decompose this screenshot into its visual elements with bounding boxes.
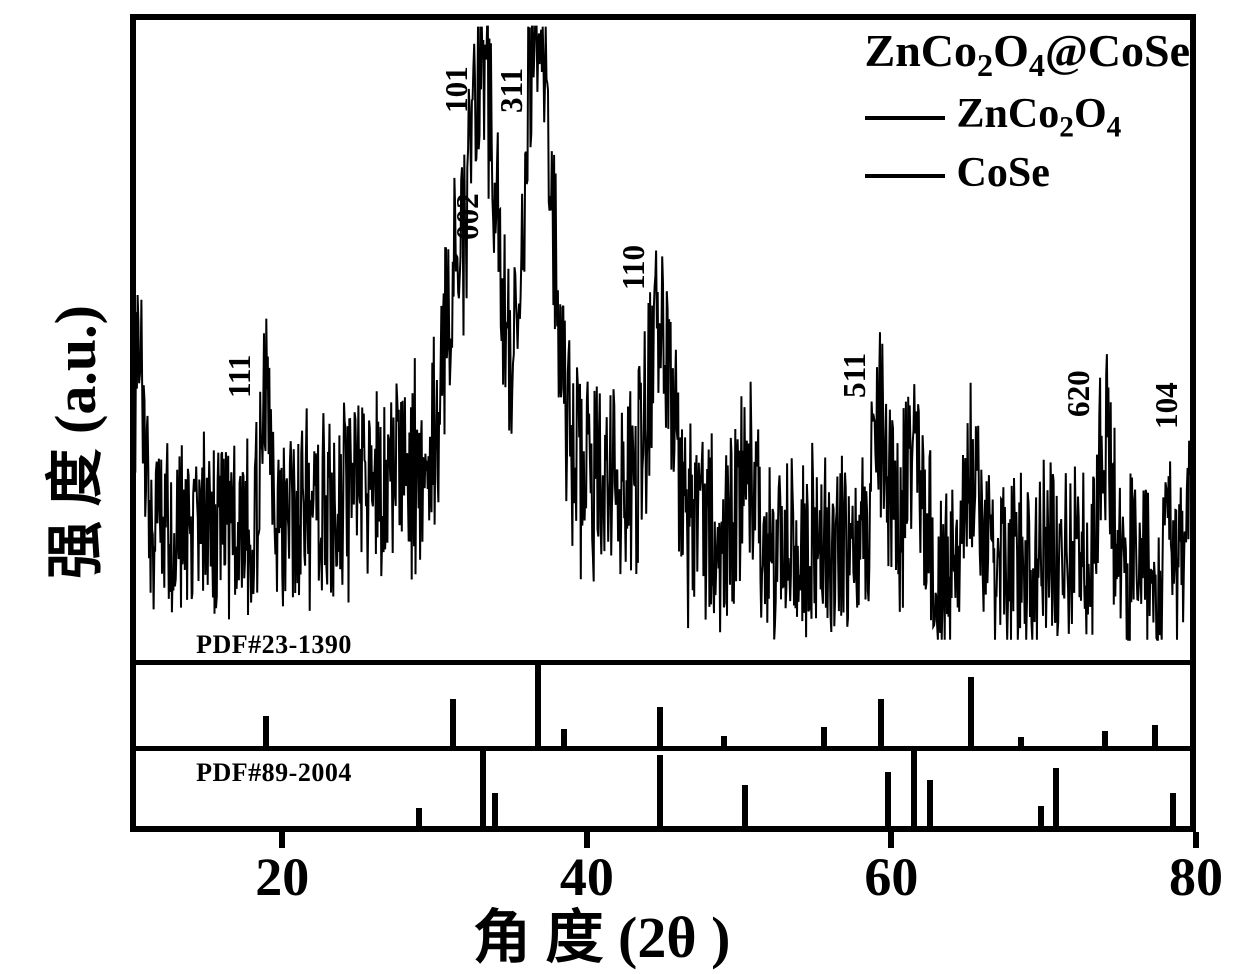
legend-item: ZnCo2O4	[865, 90, 1190, 144]
peak-label: 111	[222, 354, 258, 397]
reference-pattern-1	[130, 660, 1196, 746]
peak-label: 311	[494, 68, 530, 113]
reference-peak-bar	[1038, 806, 1044, 832]
reference-peak-bar	[1102, 731, 1108, 746]
x-tick-label: 20	[242, 846, 322, 908]
xrd-figure: 强 度 (a.u.) PDF#23-1390 PDF#89-2004 111 10…	[0, 0, 1240, 961]
reference-peak-bar	[416, 808, 422, 832]
reference-peak-bar	[480, 746, 486, 832]
reference-peak-bar	[885, 772, 891, 832]
reference-peak-bar	[535, 660, 541, 746]
reference-peak-bar	[263, 716, 269, 746]
reference-peak-bar	[968, 677, 974, 746]
reference-peak-bar	[561, 729, 567, 746]
x-tick-label: 80	[1156, 846, 1236, 908]
reference-peak-bar	[492, 793, 498, 832]
reference-peak-bar	[657, 707, 663, 746]
peak-label: 002	[450, 193, 486, 240]
reference-peak-bar	[1018, 737, 1024, 746]
peak-label: 104	[1149, 382, 1185, 429]
reference-peak-bar	[1170, 793, 1176, 832]
reference-peak-bar	[1053, 768, 1059, 833]
peak-label: 110	[616, 245, 652, 290]
reference-peak-bar	[657, 755, 663, 832]
reference-peak-bar	[878, 699, 884, 746]
reference-peak-bar	[450, 699, 456, 746]
reference-peak-bar	[721, 736, 727, 746]
legend-title: ZnCo2O4@CoSe	[865, 24, 1190, 84]
legend-swatch	[865, 174, 945, 178]
x-tick-label: 60	[851, 846, 931, 908]
legend-swatch	[865, 116, 945, 120]
reference-peak-bar	[1152, 725, 1158, 747]
legend-label: ZnCo2O4	[957, 91, 1122, 137]
pdf-card-label-1: PDF#23-1390	[196, 630, 352, 660]
legend-item: CoSe	[865, 149, 1190, 197]
peak-label: 511	[837, 353, 873, 398]
pdf-card-label-2: PDF#89-2004	[196, 758, 352, 788]
reference-peak-bar	[927, 780, 933, 832]
legend-label: CoSe	[957, 150, 1050, 196]
peak-label: 101	[439, 66, 475, 113]
reference-peak-bar	[911, 750, 917, 832]
legend: ZnCo2O4@CoSe ZnCo2O4 CoSe	[865, 24, 1190, 201]
y-axis-label: 强 度 (a.u.)	[28, 262, 112, 622]
x-axis-label: 角 度 (2θ )	[473, 890, 730, 974]
reference-peak-bar	[821, 727, 827, 746]
peak-label: 620	[1061, 370, 1097, 417]
reference-peak-bar	[742, 785, 748, 832]
